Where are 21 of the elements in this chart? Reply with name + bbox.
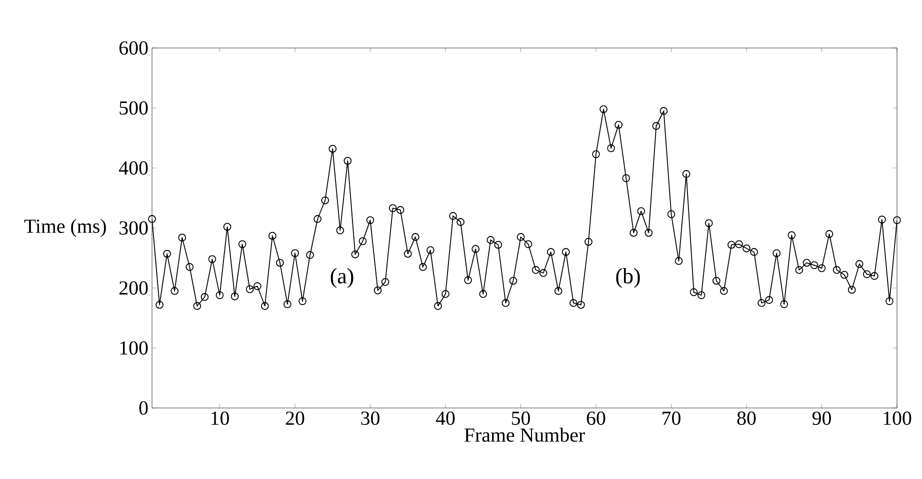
annotation: (b): [616, 268, 640, 288]
x-axis-title: Frame Number: [464, 428, 585, 442]
y-tick-label: 200: [119, 281, 148, 295]
y-tick-label: 600: [119, 41, 148, 55]
x-tick-label: 80: [737, 412, 756, 425]
x-tick-label: 30: [361, 412, 380, 425]
annotation: (a): [330, 268, 354, 288]
x-tick-label: 90: [812, 412, 831, 425]
y-tick-label: 100: [120, 341, 148, 355]
y-tick-label: 300: [120, 221, 148, 235]
y-tick-label: 0: [139, 401, 148, 415]
x-tick-label: 10: [212, 412, 229, 425]
x-tick-label: 50: [512, 412, 530, 425]
y-axis-title: Time (ms): [24, 218, 106, 238]
x-tick-label: 60: [586, 412, 606, 425]
y-tick-label: 400: [118, 161, 148, 175]
x-tick-label: 40: [436, 412, 455, 425]
x-tick-label: 20: [286, 412, 304, 425]
y-tick-label: 500: [120, 101, 148, 115]
x-tick-label: 100: [884, 412, 912, 425]
x-tick-label: 70: [662, 412, 680, 425]
